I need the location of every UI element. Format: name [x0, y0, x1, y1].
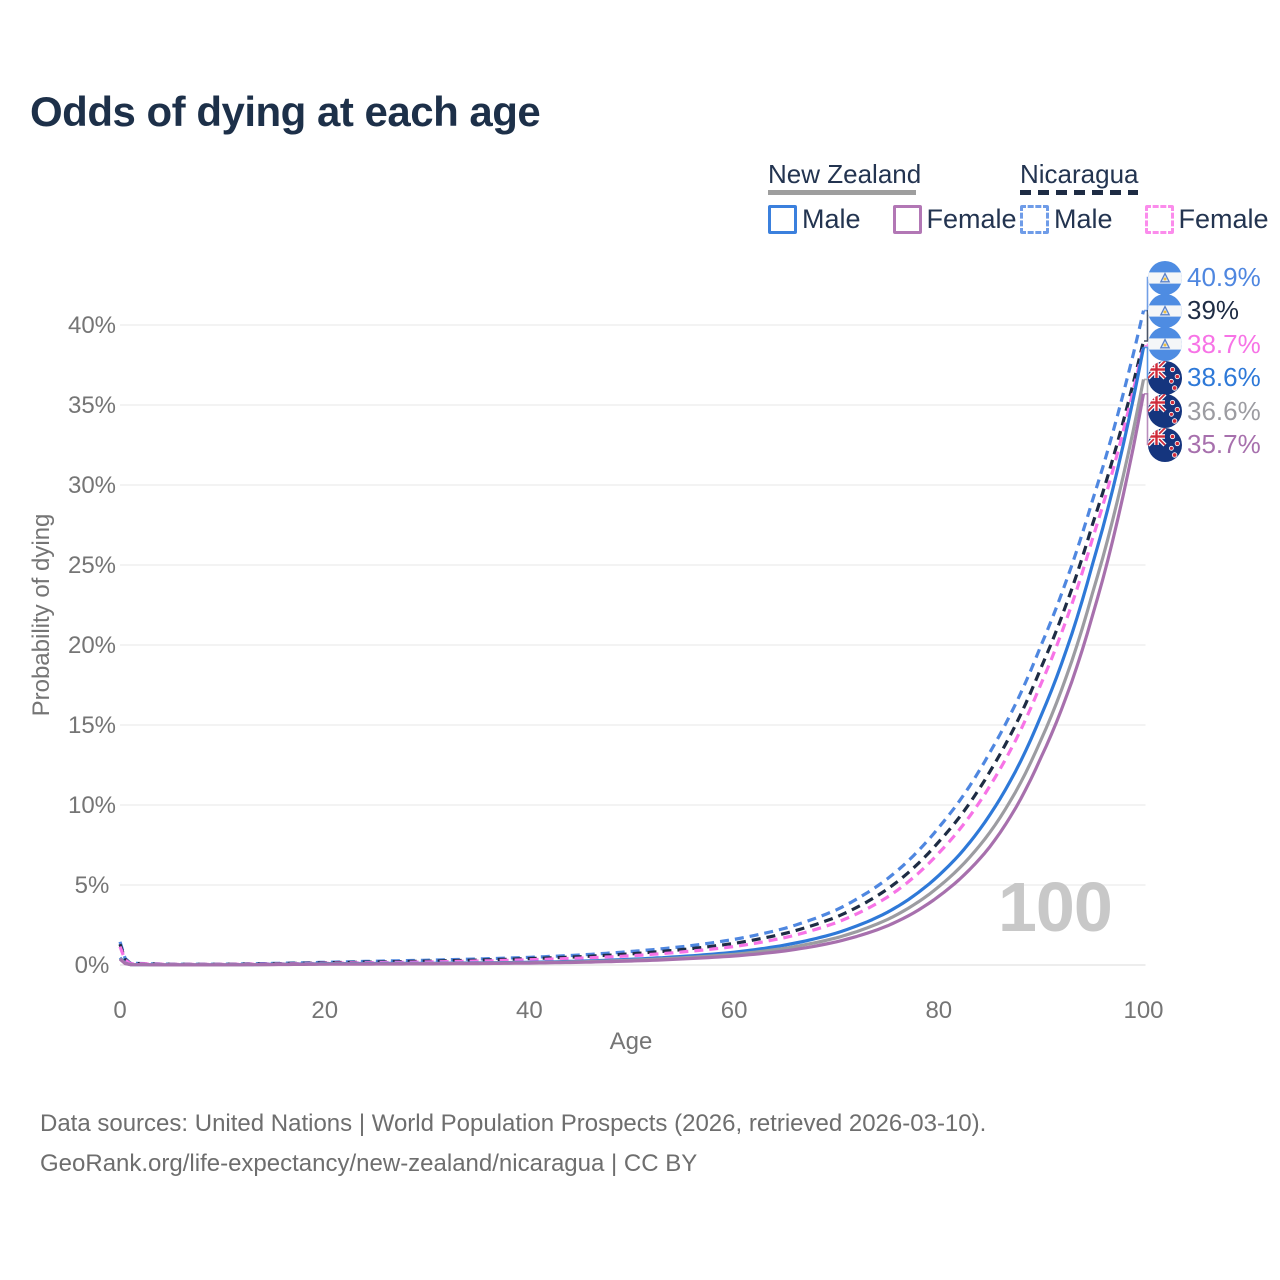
y-tick-label: 10% [68, 792, 116, 819]
series-line-nicaragua-female[interactable] [118, 345, 1146, 966]
end-label-value: 39% [1187, 295, 1240, 326]
x-tick-label: 20 [311, 997, 338, 1024]
legend-country-nicaragua: Nicaragua [1020, 159, 1139, 189]
y-tick-label: 35% [68, 392, 116, 419]
end-label-value: 35.7% [1187, 429, 1261, 459]
nicaragua-flag-icon [1148, 260, 1182, 295]
new-zealand-flag-icon [1148, 360, 1182, 395]
series-line-new-zealand-male[interactable] [118, 347, 1146, 967]
end-label-value: 36.6% [1187, 395, 1261, 426]
nicaragua-female-swatch-icon [1144, 205, 1174, 234]
legend: New Zealand Male Female Nicaragua Male [0, 160, 1280, 240]
end-label-value: 40.9% [1187, 262, 1261, 292]
x-tick-label: 0 [113, 997, 126, 1024]
end-label-new-zealand-female: 35.7% [1148, 427, 1261, 462]
legend-item-label: Female [926, 204, 1017, 234]
legend-item-new-zealand-male[interactable]: Male [768, 204, 861, 235]
legend-group-new-zealand: New Zealand Male Female [768, 160, 1017, 235]
new-zealand-male-swatch-icon [768, 205, 797, 234]
solid-line-sample-icon [768, 190, 916, 195]
footer: Data sources: United Nations | World Pop… [40, 1104, 986, 1184]
new-zealand-flag-icon [1148, 394, 1182, 429]
series-line-nicaragua-both-sexes[interactable] [118, 340, 1146, 966]
end-label-nicaragua-both-sexes: 39% [1148, 293, 1240, 328]
legend-item-label: Female [1178, 204, 1269, 234]
dashed-line-sample-icon [1020, 190, 1138, 195]
end-label-nicaragua-male: 40.9% [1148, 260, 1261, 295]
y-tick-label: 20% [68, 632, 116, 659]
series-line-new-zealand-both-sexes[interactable] [118, 379, 1146, 967]
nicaragua-male-swatch-icon [1020, 205, 1049, 234]
legend-country-new-zealand: New Zealand [768, 159, 922, 189]
x-tick-label: 40 [516, 997, 543, 1024]
y-tick-label: 15% [68, 712, 116, 739]
end-label-value: 38.6% [1187, 362, 1261, 393]
footer-data-sources: Data sources: United Nations | World Pop… [40, 1110, 987, 1137]
end-label-new-zealand-male: 38.6% [1148, 360, 1261, 395]
end-label-nicaragua-female: 38.7% [1148, 327, 1261, 362]
x-axis-title: Age [609, 1028, 653, 1055]
y-tick-label: 40% [68, 312, 116, 339]
legend-item-nicaragua-female[interactable]: Female [1144, 204, 1269, 235]
new-zealand-female-swatch-icon [892, 205, 922, 234]
series-line-new-zealand-female[interactable] [118, 393, 1146, 967]
page-title: Odds of dying at each age [30, 88, 541, 135]
legend-item-label: Male [1054, 204, 1113, 234]
nicaragua-flag-icon [1148, 293, 1182, 328]
y-tick-label: 0% [75, 952, 110, 979]
legend-item-label: Male [802, 204, 861, 234]
new-zealand-flag-icon [1148, 427, 1182, 462]
footer-attribution: GeoRank.org/life-expectancy/new-zealand/… [40, 1150, 698, 1177]
x-tick-label: 60 [721, 997, 748, 1024]
nicaragua-flag-icon [1148, 327, 1182, 362]
legend-item-nicaragua-male[interactable]: Male [1020, 204, 1113, 235]
y-tick-label: 5% [75, 872, 110, 899]
series-line-nicaragua-male[interactable] [118, 310, 1146, 966]
y-tick-label: 30% [68, 472, 116, 499]
age-counter-watermark: 100 [998, 868, 1113, 946]
legend-item-new-zealand-female[interactable]: Female [892, 204, 1017, 235]
end-label-value: 38.7% [1187, 328, 1261, 359]
x-tick-label: 80 [925, 997, 952, 1024]
y-tick-label: 25% [68, 552, 116, 579]
x-tick-label: 100 [1123, 997, 1163, 1024]
legend-group-nicaragua: Nicaragua Male Female [1020, 160, 1269, 235]
end-label-new-zealand-both-sexes: 36.6% [1148, 394, 1261, 429]
y-axis-title: Probability of dying [28, 513, 55, 717]
